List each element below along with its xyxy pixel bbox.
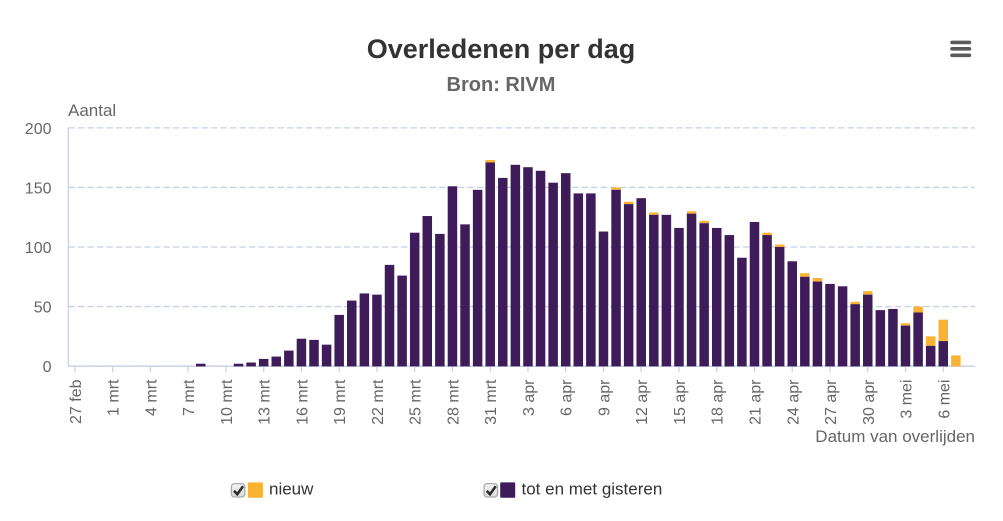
svg-text:Overledenen per dag: Overledenen per dag bbox=[367, 34, 636, 64]
svg-text:19 mrt: 19 mrt bbox=[332, 379, 349, 425]
svg-text:21 apr: 21 apr bbox=[747, 379, 764, 425]
svg-text:3 apr: 3 apr bbox=[521, 379, 538, 416]
svg-text:Datum van overlijden: Datum van overlijden bbox=[815, 427, 975, 446]
svg-text:50: 50 bbox=[34, 299, 52, 316]
svg-text:28 mrt: 28 mrt bbox=[445, 379, 462, 425]
svg-text:16 mrt: 16 mrt bbox=[294, 379, 311, 425]
svg-text:150: 150 bbox=[25, 180, 52, 197]
svg-text:30 apr: 30 apr bbox=[861, 379, 878, 425]
svg-text:100: 100 bbox=[25, 240, 52, 257]
svg-text:22 mrt: 22 mrt bbox=[370, 379, 387, 425]
svg-text:Aantal: Aantal bbox=[68, 101, 116, 120]
svg-text:27 apr: 27 apr bbox=[823, 379, 840, 425]
svg-text:15 apr: 15 apr bbox=[672, 379, 689, 425]
svg-text:25 mrt: 25 mrt bbox=[408, 379, 425, 425]
svg-text:3 mei: 3 mei bbox=[899, 380, 916, 419]
svg-text:12 apr: 12 apr bbox=[634, 379, 651, 425]
svg-text:Bron: RIVM: Bron: RIVM bbox=[447, 74, 556, 96]
svg-text:0: 0 bbox=[43, 359, 52, 376]
svg-text:6 apr: 6 apr bbox=[559, 379, 576, 416]
svg-text:tot en met gisteren: tot en met gisteren bbox=[522, 480, 663, 499]
svg-text:27 feb: 27 feb bbox=[68, 379, 85, 424]
svg-text:10 mrt: 10 mrt bbox=[219, 379, 236, 425]
svg-text:1 mrt: 1 mrt bbox=[106, 379, 123, 416]
svg-text:4 mrt: 4 mrt bbox=[143, 379, 160, 416]
svg-text:31 mrt: 31 mrt bbox=[483, 379, 500, 425]
svg-text:9 apr: 9 apr bbox=[596, 379, 613, 416]
svg-text:18 apr: 18 apr bbox=[710, 379, 727, 425]
svg-text:24 apr: 24 apr bbox=[785, 379, 802, 425]
svg-text:7 mrt: 7 mrt bbox=[181, 379, 198, 416]
svg-text:nieuw: nieuw bbox=[269, 480, 314, 499]
svg-text:13 mrt: 13 mrt bbox=[257, 379, 274, 425]
svg-text:200: 200 bbox=[25, 121, 52, 138]
svg-text:6 mei: 6 mei bbox=[936, 380, 953, 419]
